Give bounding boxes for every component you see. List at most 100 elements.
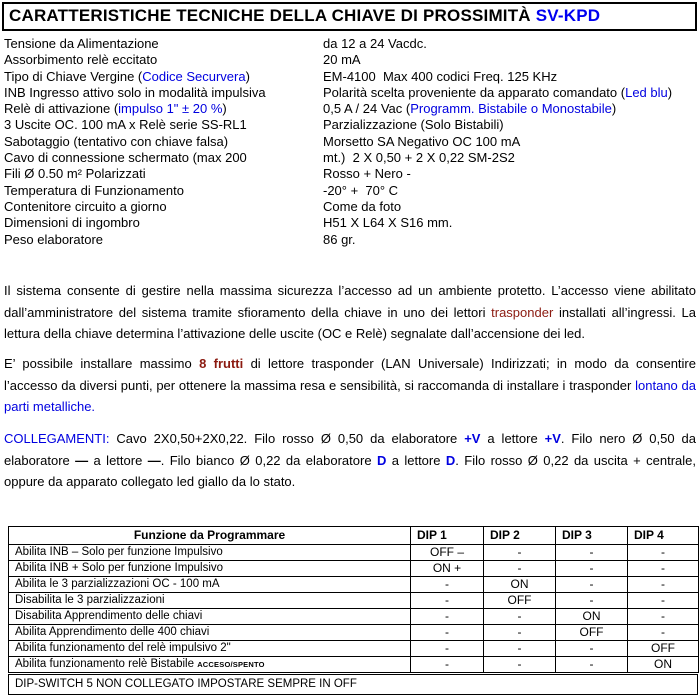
- text-segment: Cavo di connessione schermato (max 200: [4, 150, 247, 166]
- spec-value: 20 mA: [323, 52, 698, 68]
- table-row: Abilita INB – Solo per funzione Impulsiv…: [8, 544, 699, 561]
- table-row: Disabilita Apprendimento delle chiavi - - O…: [8, 608, 699, 625]
- text-segment: Programm. Bistabile o Monostabile: [410, 101, 612, 117]
- text-segment: ): [611, 101, 617, 117]
- cell-dip-4: -: [627, 576, 699, 593]
- cell-dip-1: -: [410, 592, 484, 609]
- table-row: Abilita Apprendimento delle 400 chiavi - -…: [8, 624, 699, 641]
- page-title: CARATTERISTICHE TECNICHE DELLA CHIAVE DI…: [2, 2, 697, 31]
- text-segment: Codice Securvera: [142, 68, 246, 84]
- header-dip-2: DIP 2: [483, 526, 556, 545]
- paragraph-max-readers: E’ possibile installare massimo 8 frutti…: [4, 353, 696, 418]
- text-segment: Tipo di Chiave Vergine (: [4, 68, 143, 84]
- page-title-main: CARATTERISTICHE TECNICHE DELLA CHIAVE DI…: [9, 6, 536, 25]
- spec-label: Dimensioni di ingombro: [4, 215, 323, 231]
- cell-dip-2: -: [483, 608, 556, 625]
- cell-dip-1: -: [410, 656, 484, 673]
- cell-dip-1: OFF –: [410, 544, 484, 561]
- text-segment: Abilita INB + Solo per funzione Impulsiv…: [15, 562, 224, 574]
- spec-row: Dimensioni di ingombro H51 X L64 X S16 mm…: [4, 215, 698, 231]
- text-segment: impulso 1" ± 20 %: [118, 101, 223, 117]
- paragraph-system-description: Il sistema consente di gestire nella mas…: [4, 280, 696, 345]
- text-segment: Temperatura di Funzionamento: [4, 182, 184, 198]
- spec-row: Tipo di Chiave Vergine (Codice Securvera…: [4, 69, 698, 85]
- text-segment: ): [667, 84, 673, 100]
- dip-switch-table: Funzione da Programmare DIP 1 DIP 2 DIP 3 DI…: [8, 526, 699, 673]
- spec-label: Fili Ø 0.50 m² Polarizzati: [4, 166, 323, 182]
- header-dip-3: DIP 3: [555, 526, 628, 545]
- text-segment: Abilita Apprendimento delle 400 chiavi: [15, 626, 210, 638]
- spec-label: Tipo di Chiave Vergine (Codice Securvera…: [4, 69, 323, 85]
- table-body: Abilita INB – Solo per funzione Impulsiv…: [8, 544, 699, 673]
- cell-funzione: Abilita INB + Solo per funzione Impulsiv…: [8, 560, 411, 577]
- spec-row: 3 Uscite OC. 100 mA x Relè serie SS-RL1 P…: [4, 117, 698, 133]
- spec-row: Contenitore circuito a giorno Come da fot…: [4, 199, 698, 215]
- text-segment: Fili Ø 0.50 m² Polarizzati: [4, 166, 146, 182]
- spec-value: EM-4100 Max 400 codici Freq. 125 KHz: [323, 69, 698, 85]
- cell-dip-3: OFF: [555, 624, 628, 641]
- cell-dip-1: -: [410, 640, 484, 657]
- text-segment: Polarità scelta proveniente da apparato …: [323, 84, 626, 100]
- cell-dip-2: -: [483, 640, 556, 657]
- text-segment: Tensione da Alimentazione: [4, 36, 159, 51]
- text-segment: Come da foto: [323, 198, 402, 214]
- spec-value: 0,5 A / 24 Vac (Programm. Bistabile o Mo…: [323, 101, 698, 117]
- cell-dip-3: -: [555, 656, 628, 673]
- text-segment: Abilita funzionamento relè Bistabile: [15, 658, 198, 670]
- text-segment: Abilita INB – Solo per funzione Impulsiv…: [15, 546, 223, 558]
- cell-dip-4: OFF: [627, 640, 699, 657]
- text-segment: D: [445, 452, 456, 468]
- text-segment: ): [222, 101, 227, 117]
- cell-dip-3: -: [555, 576, 628, 593]
- header-dip-1: DIP 1: [410, 526, 484, 545]
- text-segment: —: [75, 452, 89, 468]
- text-segment: Il sistema consente di gestire nella mas…: [4, 283, 696, 320]
- table-row: Abilita le 3 parzializzazioni OC - 100 m…: [8, 576, 699, 593]
- spec-value: Polarità scelta proveniente da apparato …: [323, 85, 698, 101]
- text-segment: . Filo rosso Ø 0,22 da uscita + centrale…: [4, 452, 696, 490]
- cell-dip-2: OFF: [483, 592, 556, 609]
- spec-row: Sabotaggio (tentativo con chiave falsa) M…: [4, 134, 698, 150]
- spec-row: Relè di attivazione (impulso 1" ± 20 %) 0…: [4, 101, 698, 117]
- text-segment: Abilita funzionamento del relè impulsivo…: [15, 642, 231, 654]
- spec-label: Relè di attivazione (impulso 1" ± 20 %): [4, 101, 323, 117]
- text-segment: D: [376, 452, 387, 468]
- spec-value: 86 gr.: [323, 232, 698, 248]
- cell-dip-3: -: [555, 640, 628, 657]
- table-footer-note: DIP-SWITCH 5 NON COLLEGATO IMPOSTARE SEM…: [8, 674, 698, 695]
- table-header-row: Funzione da Programmare DIP 1 DIP 2 DIP 3 DI…: [8, 526, 699, 545]
- cell-funzione: Abilita INB – Solo per funzione Impulsiv…: [8, 544, 411, 561]
- text-segment: Led blu: [625, 84, 668, 100]
- text-segment: da 12 a 24 Vacdc.: [323, 36, 427, 51]
- text-segment: 8 frutti: [199, 356, 244, 371]
- table-row: Abilita INB + Solo per funzione Impulsiv…: [8, 560, 699, 577]
- spec-label: Sabotaggio (tentativo con chiave falsa): [4, 134, 323, 150]
- text-segment: +V: [464, 431, 481, 446]
- text-segment: H51 X L64 X S16 mm.: [323, 215, 453, 231]
- text-segment: ): [245, 68, 250, 84]
- text-segment: a lettore: [480, 431, 545, 446]
- spec-value: Morsetto SA Negativo OC 100 mA: [323, 134, 698, 150]
- cell-dip-1: -: [410, 608, 484, 625]
- spec-row: Cavo di connessione schermato (max 200 mt…: [4, 150, 698, 166]
- text-segment: . Filo bianco Ø 0,22 da elaboratore: [160, 452, 377, 468]
- cell-dip-2: -: [483, 624, 556, 641]
- text-segment: Morsetto SA Negativo OC 100 mA: [323, 133, 521, 149]
- spec-label: 3 Uscite OC. 100 mA x Relè serie SS-RL1: [4, 117, 323, 133]
- cell-dip-1: -: [410, 624, 484, 641]
- text-segment: Rosso + Nero -: [323, 166, 411, 182]
- cell-dip-3: -: [555, 560, 628, 577]
- spec-label: Temperatura di Funzionamento: [4, 183, 323, 199]
- text-segment: 0,5 A / 24 Vac (: [323, 101, 411, 117]
- spec-row: INB Ingresso attivo solo in modalità imp…: [4, 85, 698, 101]
- text-segment: +V: [544, 431, 561, 446]
- text-segment: Sabotaggio (tentativo con chiave falsa): [4, 133, 229, 149]
- cell-dip-2: -: [483, 656, 556, 673]
- cell-dip-4: -: [627, 560, 699, 577]
- spec-row: Tensione da Alimentazione da 12 a 24 Vacd…: [4, 36, 698, 52]
- text-segment: Parzializzazione (Solo Bistabili): [323, 117, 504, 133]
- cell-dip-2: -: [483, 560, 556, 577]
- text-segment: INB Ingresso attivo solo in modalità imp…: [4, 84, 266, 100]
- text-segment: . Filo nero Ø 0,50 da elaboratore: [4, 431, 697, 468]
- cell-dip-3: ON: [555, 608, 628, 625]
